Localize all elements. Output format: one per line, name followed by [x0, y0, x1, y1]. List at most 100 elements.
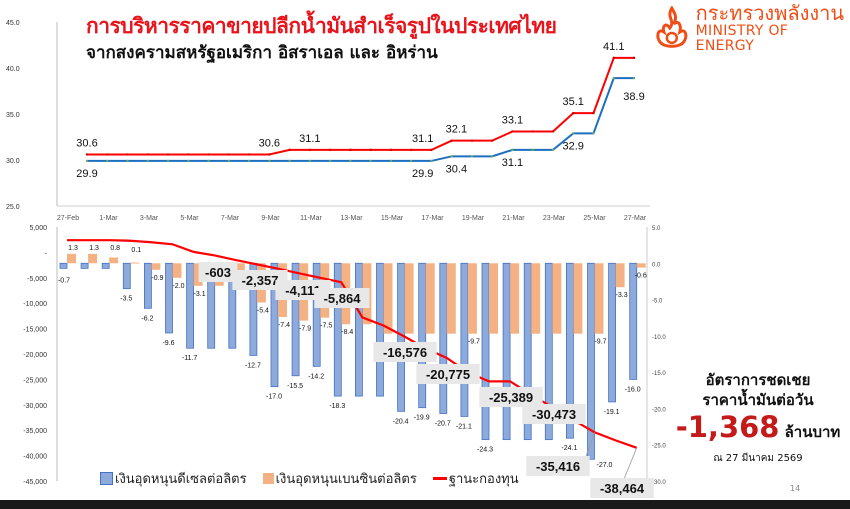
data-point — [227, 153, 231, 156]
bar-diesel — [397, 262, 406, 412]
bar-benzine — [88, 253, 98, 264]
logo-text-english: MINISTRY OF ENERGY — [695, 23, 789, 54]
left-y-tick-label: -35,000 — [23, 428, 47, 435]
data-label: 31.1 — [412, 133, 433, 145]
data-point — [551, 148, 555, 152]
data-point — [511, 148, 514, 152]
fund-label-box — [314, 288, 370, 308]
retail-price-line-chart: 45.0 40.0 35.0 30.0 25.0 27-Feb 1-Mar 3-Mar 5-Ma… — [6, 20, 650, 222]
bar-benzine — [172, 263, 182, 278]
left-y-tick-label: -10,000 — [23, 301, 47, 308]
page-number: 14 — [790, 484, 801, 493]
data-point — [430, 159, 433, 163]
left-y-tick-label: -5,000 — [27, 276, 47, 283]
bar-benzine — [594, 263, 604, 334]
bar-label-benzine: -3.1 — [194, 291, 206, 298]
bar-diesel — [101, 262, 110, 269]
fund-label: -2,357 — [242, 273, 279, 288]
x-tick-label: 27-Feb — [57, 215, 79, 222]
bar-benzine — [467, 263, 477, 334]
bar-label-diesel: -24.1 — [561, 445, 577, 452]
bar-benzine — [531, 263, 541, 334]
data-label: 31.1 — [299, 133, 320, 145]
bar-diesel — [566, 262, 574, 439]
data-point — [511, 130, 514, 133]
right-y-tick-label: -10.0 — [652, 335, 666, 341]
data-label: 29.9 — [412, 168, 433, 180]
bar-diesel — [544, 262, 553, 441]
data-point — [612, 56, 615, 60]
legend-swatch-blue — [100, 472, 113, 485]
bar-diesel — [122, 262, 131, 290]
ministry-logo: กระทรวงพลังงาน MINISTRY OF ENERGY — [652, 2, 850, 54]
bar-benzine — [404, 263, 414, 334]
data-point — [146, 153, 149, 156]
legend-label: เงินอุดหนุนดีเซลต่อลิตร — [115, 472, 247, 487]
footer-bar — [0, 500, 850, 509]
bar-diesel — [481, 262, 490, 441]
left-y-tick-label: -20,000 — [23, 352, 47, 359]
bar-diesel — [59, 262, 68, 269]
data-point — [268, 159, 271, 163]
data-point — [389, 159, 393, 163]
data-label: 38.9 — [623, 91, 644, 103]
bar-benzine — [425, 263, 435, 334]
left-y-tick-label: -15,000 — [23, 327, 47, 334]
legend-item-fund: ฐานะกองทุน — [432, 468, 519, 489]
bar-diesel — [270, 262, 279, 388]
right-y-tick-label: -15.0 — [652, 371, 666, 377]
bar-label-diesel: -12.7 — [245, 362, 261, 369]
bar-benzine — [383, 263, 393, 334]
bar-label-benzine: -0.9 — [151, 275, 163, 282]
bar-diesel — [587, 262, 595, 460]
data-point — [572, 111, 575, 115]
summary-date: ณ 27 มีนาคม 2569 — [713, 453, 803, 464]
bar-label-diesel: -19.1 — [604, 409, 620, 416]
fund-label: -25,389 — [489, 390, 533, 405]
x-tick-label: 1-Mar — [99, 215, 118, 222]
data-point — [85, 153, 89, 156]
x-tick-label: 5-Mar — [180, 215, 199, 222]
bar-label-diesel: -27.0 — [597, 462, 613, 469]
data-point — [126, 159, 129, 163]
right-y-tick-label: 5.0 — [652, 226, 661, 232]
y-tick-label: 40.0 — [6, 66, 20, 73]
data-point — [106, 159, 109, 163]
x-tick-label: 3-Mar — [140, 215, 159, 222]
data-point — [247, 159, 251, 163]
right-y-tick-label: -20.0 — [652, 407, 666, 413]
data-point — [612, 76, 615, 80]
fund-label: -4,111 — [285, 283, 320, 298]
fund-label: -603 — [205, 265, 231, 280]
data-point — [308, 148, 312, 152]
bar-label-benzine: 1.3 — [89, 245, 99, 252]
data-point — [450, 155, 453, 158]
x-tick-label: 13-Mar — [340, 215, 363, 222]
bar-benzine — [446, 263, 456, 334]
data-point — [632, 56, 636, 60]
bar-label-benzine: -2.0 — [172, 283, 184, 290]
bar-benzine — [193, 263, 203, 286]
bar-diesel — [143, 262, 152, 309]
data-point — [369, 148, 372, 152]
bar-diesel — [439, 262, 448, 414]
legend-item-benzine: เงินอุดหนุนเบนซินต่อลิตร — [262, 468, 417, 489]
compensation-summary: อัตราการชดเชย ราคาน้ำมันต่อวัน -1,368 ล้… — [668, 370, 848, 466]
bar-diesel — [376, 262, 384, 397]
bar-benzine — [552, 263, 562, 334]
bar-label-benzine: -7.9 — [299, 326, 311, 333]
left-y-tick-label: -45,000 — [23, 479, 47, 486]
data-point — [207, 159, 210, 163]
data-point — [288, 159, 291, 163]
legend-item-diesel: เงินอุดหนุนดีเซลต่อลิตร — [100, 468, 247, 489]
bar-label-benzine: 1.3 — [68, 245, 78, 252]
data-label: 33.1 — [502, 114, 523, 126]
data-point — [328, 148, 332, 152]
page-subtitle: จากสงครามสหรัฐอเมริกา อิสราเอล และ อิหร่… — [86, 43, 438, 63]
bar-label-diesel: -3.5 — [120, 296, 132, 303]
fund-label: -5,864 — [324, 291, 362, 306]
data-point — [288, 148, 291, 152]
data-point — [491, 139, 494, 142]
bar-benzine — [67, 253, 76, 264]
